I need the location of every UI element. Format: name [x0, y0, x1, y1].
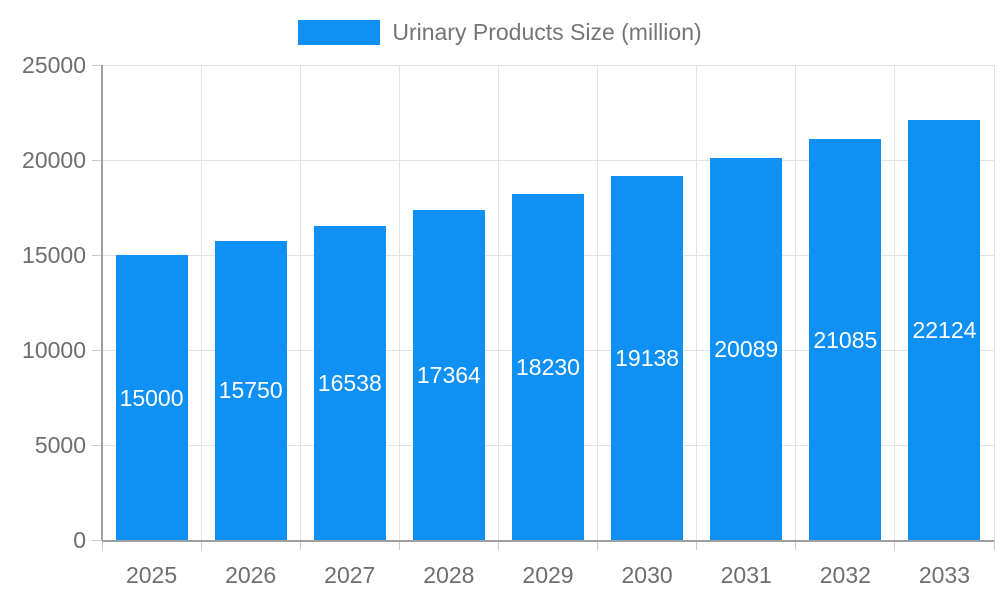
bar-value-label: 20089 [714, 336, 779, 363]
x-tick-label: 2025 [125, 562, 178, 588]
y-tick-label: 15000 [22, 242, 86, 268]
x-axis-tick [497, 540, 499, 550]
x-tick-label: 2033 [918, 562, 971, 588]
x-tick-label: 2030 [621, 562, 673, 588]
bar [313, 225, 386, 540]
legend-swatch-icon [298, 20, 381, 45]
bar [512, 193, 584, 540]
gridline-vertical [894, 65, 896, 540]
legend-label: Urinary Products Size (million) [392, 19, 702, 45]
bar [908, 119, 981, 540]
x-axis-tick [200, 540, 202, 550]
gridline-vertical [696, 65, 698, 540]
x-axis-tick [993, 540, 995, 550]
gridline-horizontal [102, 159, 994, 161]
bar-value-label: 17364 [416, 362, 481, 389]
bar-value-label: 22124 [912, 316, 977, 343]
bar-value-label: 18230 [516, 353, 580, 380]
gridline-vertical [497, 65, 499, 540]
x-tick-label: 2026 [225, 562, 277, 588]
y-tick-label: 25000 [22, 52, 86, 78]
bar-value-label: 15000 [119, 384, 184, 411]
bar-value-label: 15750 [218, 377, 283, 404]
y-axis-tick [92, 444, 102, 446]
y-tick-label: 5000 [34, 432, 86, 458]
x-axis-tick [398, 540, 400, 550]
bar-value-label: 19138 [615, 345, 680, 372]
y-axis-tick [92, 159, 102, 161]
gridline-vertical [597, 65, 599, 540]
y-tick-label: 10000 [22, 337, 86, 363]
x-tick-label: 2027 [324, 562, 376, 588]
x-tick-label: 2031 [720, 562, 772, 588]
legend[interactable]: Urinary Products Size (million) [0, 19, 1000, 45]
gridline-vertical [299, 65, 301, 540]
x-tick-label: 2032 [819, 562, 871, 588]
y-axis-tick [92, 254, 102, 256]
x-axis-tick [696, 540, 698, 550]
gridline-vertical [398, 65, 400, 540]
x-axis-tick [299, 540, 301, 550]
bar [115, 255, 188, 540]
x-axis-tick [894, 540, 896, 550]
y-axis-tick [92, 64, 102, 66]
x-tick-label: 2029 [522, 562, 574, 588]
x-axis-line [102, 539, 994, 542]
bar [412, 210, 485, 540]
y-axis-tick [92, 349, 102, 351]
bar-value-label: 21085 [813, 326, 878, 353]
bar [710, 158, 783, 540]
gridline-vertical [795, 65, 797, 540]
gridline-vertical [200, 65, 202, 540]
x-axis-tick [795, 540, 797, 550]
bar [611, 176, 684, 540]
y-tick-label: 20000 [22, 147, 86, 173]
y-tick-label: 0 [73, 527, 86, 553]
x-axis-tick [101, 540, 103, 550]
bar [214, 240, 287, 540]
bar-value-label: 16538 [317, 369, 382, 396]
gridline-vertical [993, 65, 995, 540]
x-tick-label: 2028 [423, 562, 475, 588]
y-axis-line [100, 65, 103, 540]
y-axis-tick [92, 539, 102, 541]
x-axis-tick [597, 540, 599, 550]
bar [809, 139, 882, 540]
gridline-horizontal [102, 64, 994, 66]
